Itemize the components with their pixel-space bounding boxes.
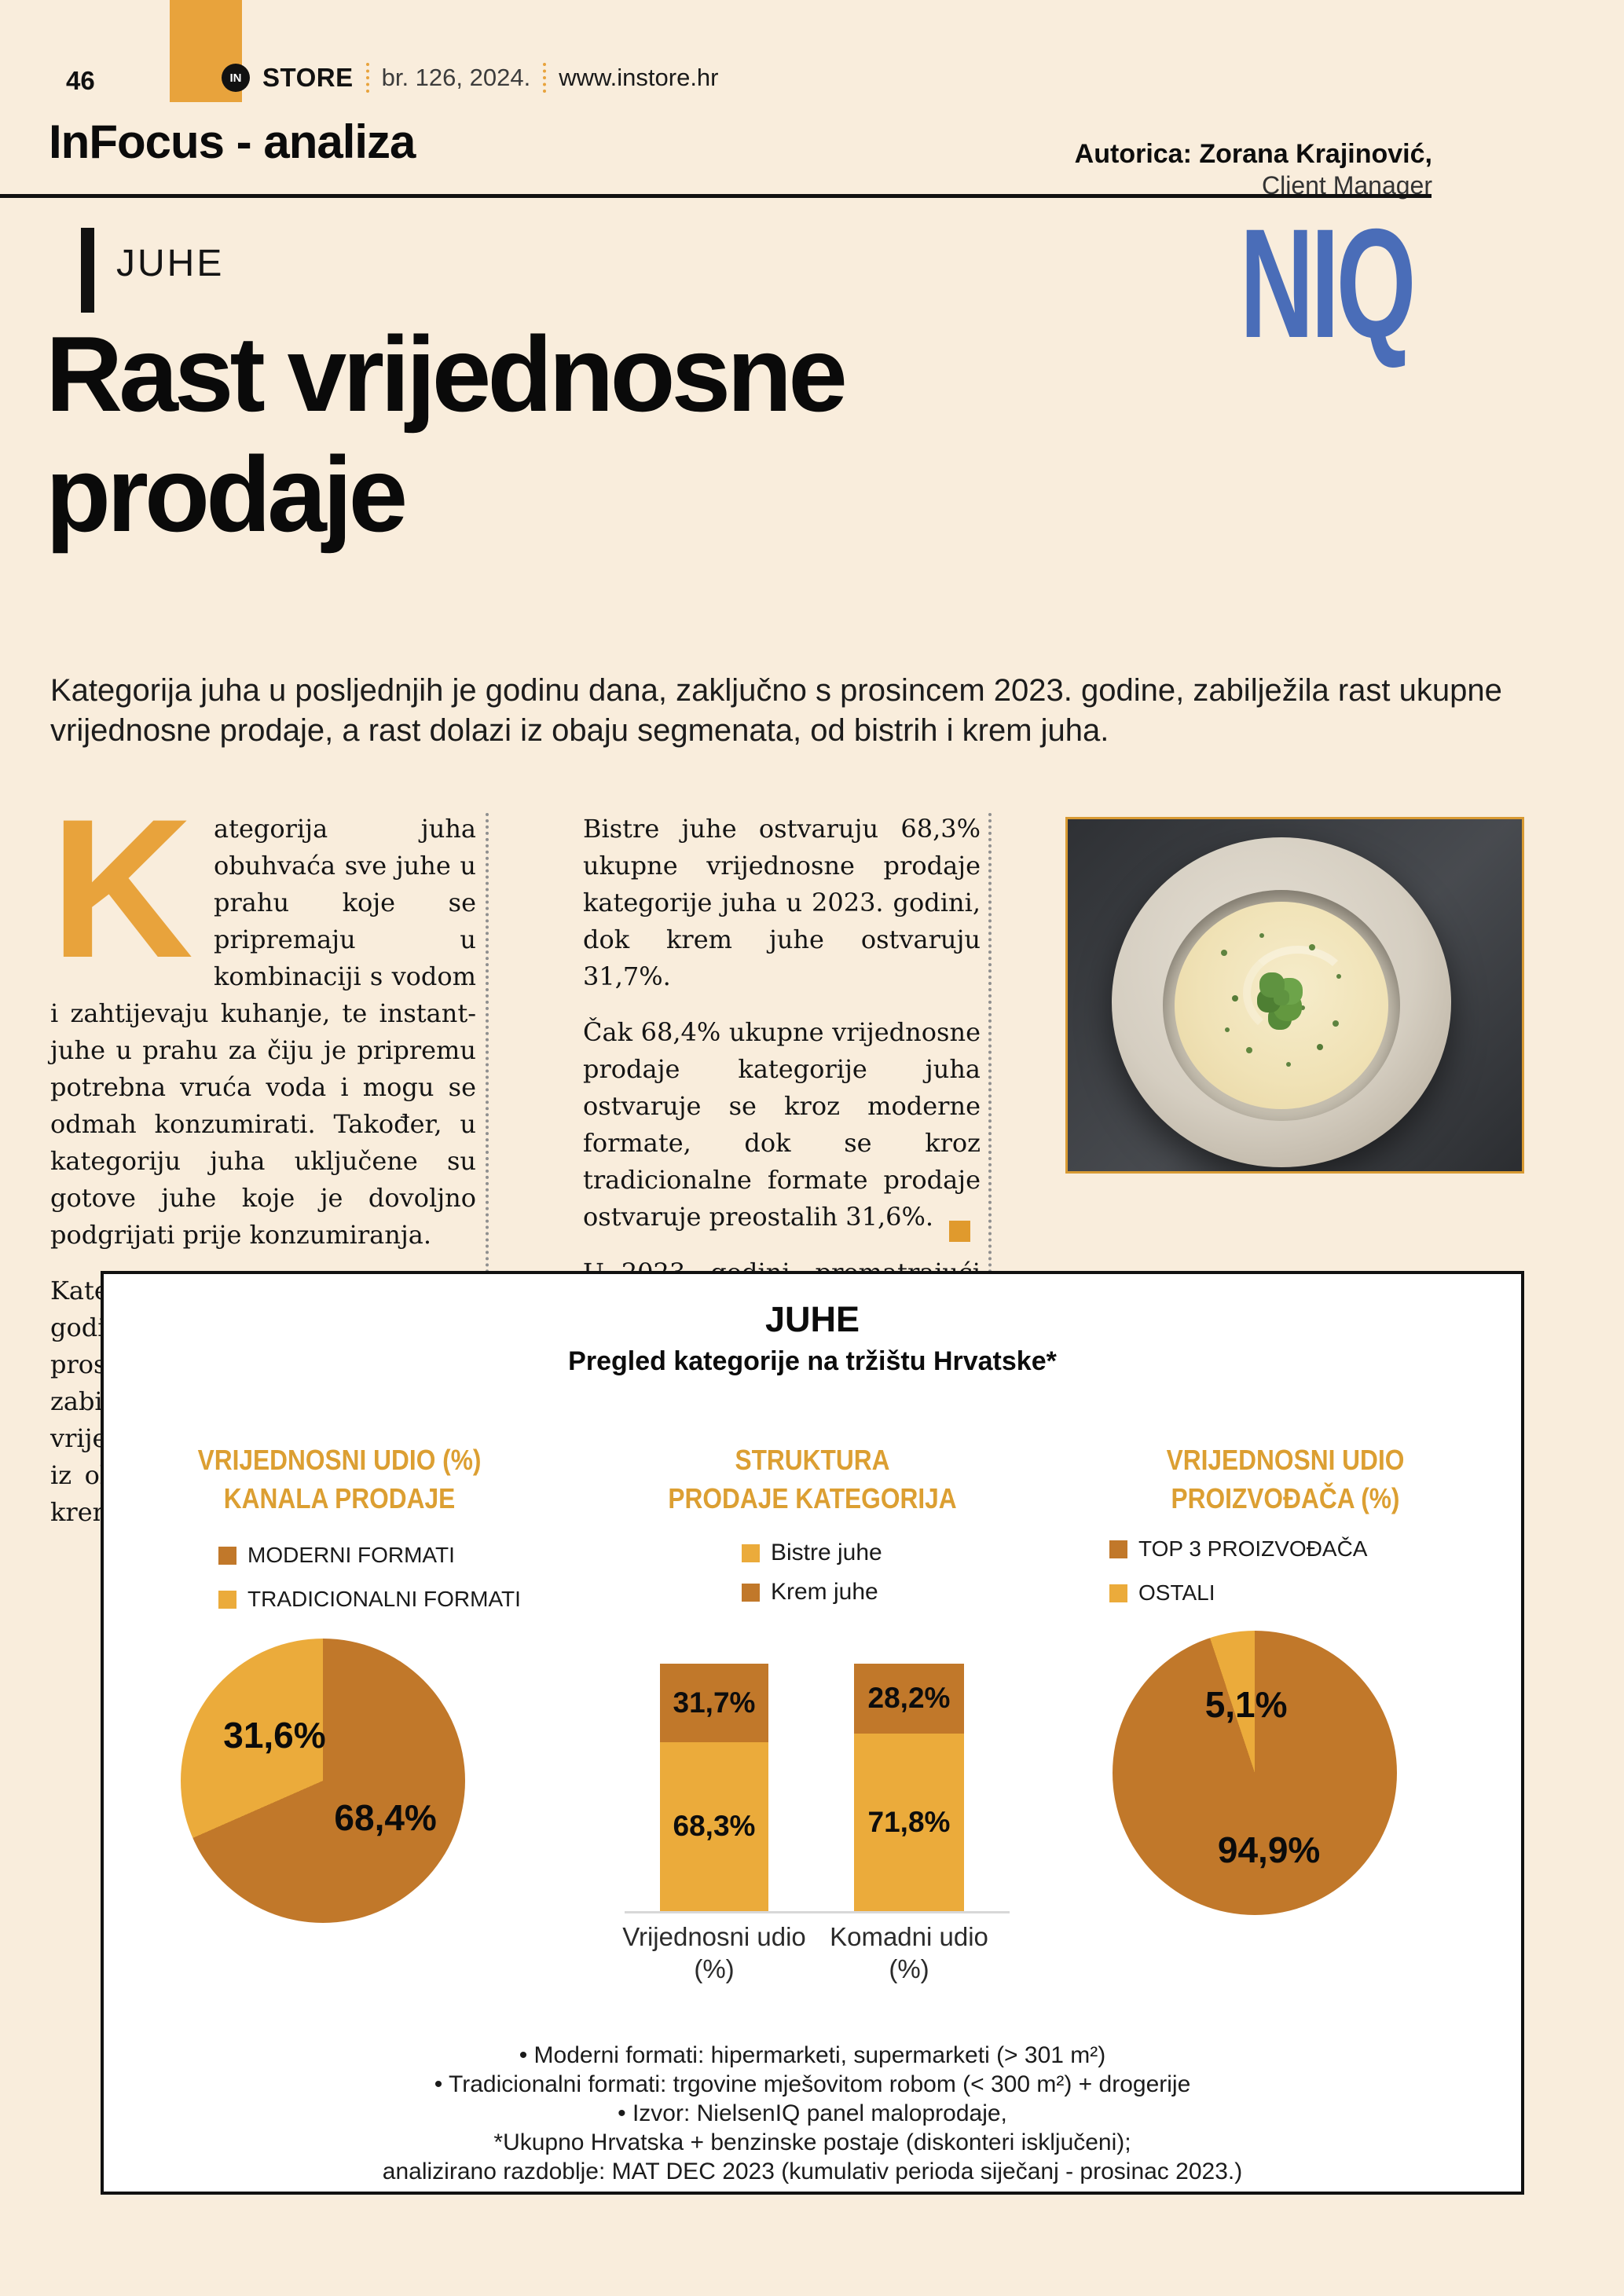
soup-swirl: [1243, 946, 1354, 1041]
bar-category-label: Vrijednosni udio (%): [622, 1922, 806, 1983]
legend-label: MODERNI FORMATI: [247, 1543, 455, 1567]
section-title: InFocus - analiza: [49, 115, 416, 168]
parsley-garnish: [1273, 990, 1289, 1006]
page-number: 46: [66, 66, 95, 95]
bar-baseline: [625, 1911, 1010, 1913]
herb-flecks: [1175, 902, 1179, 906]
legend-item: TOP 3 PROIZVOĐAČA: [1109, 1536, 1367, 1562]
footnote-line: • Tradicionalni formati: trgovine mješov…: [434, 2071, 1191, 2097]
bar-segment: 31,7%: [660, 1664, 768, 1742]
chart-title: VRIJEDNOSNI UDIO PROIZVOĐAČA (%): [1166, 1444, 1405, 1514]
legend-label: Bistre juhe: [771, 1540, 882, 1565]
legend-swatch-icon: [218, 1590, 236, 1609]
legend-swatch-icon: [1109, 1540, 1127, 1558]
column-divider: [988, 813, 992, 1280]
body-paragraph: Čak 68,4% ukupne vrijednosne prodaje kat…: [583, 1017, 981, 1232]
bar-column: 28,2% 71,8%: [854, 1664, 964, 1911]
niq-logo: NIQ: [1240, 196, 1416, 370]
footnote-line: *Ukupno Hrvatska + benzinske postaje (di…: [493, 2129, 1131, 2155]
header-rule: [0, 194, 1432, 198]
bar-category-label: Komadni udio (%): [830, 1922, 988, 1983]
instore-logo-text: STORE: [262, 63, 354, 92]
bar-segment: 28,2%: [854, 1664, 964, 1734]
author-name: Autorica: Zorana Krajinović,: [1074, 139, 1432, 169]
legend-swatch-icon: [742, 1543, 760, 1562]
body-text: ategorija juha obuhvaća sve juhe u prahu…: [50, 814, 476, 1250]
column-divider: [486, 813, 489, 1280]
chart-legend: MODERNI FORMATI TRADICIONALNI FORMATI: [218, 1543, 521, 1631]
legend-item: MODERNI FORMATI: [218, 1543, 521, 1568]
pie: 68,4% 31,6%: [181, 1639, 465, 1923]
legend-label: OSTALI: [1138, 1580, 1215, 1605]
legend-swatch-icon: [742, 1583, 760, 1602]
dropcap: K: [50, 778, 193, 999]
instore-logo-icon: IN: [222, 64, 250, 92]
issue-number: br. 126, 2024.: [381, 64, 531, 91]
legend-swatch-icon: [1109, 1584, 1127, 1602]
pie-value-label: 68,4%: [334, 1797, 437, 1839]
legend-label: TOP 3 PROIZVOĐAČA: [1138, 1536, 1368, 1561]
legend-swatch-icon: [218, 1546, 236, 1565]
plate: [1111, 837, 1451, 1167]
pie: 94,9% 5,1%: [1113, 1631, 1397, 1915]
legend-item: OSTALI: [1109, 1580, 1367, 1606]
soup-photo: [1065, 817, 1524, 1174]
footnote-line: • Moderni formati: hipermarketi, superma…: [519, 2042, 1106, 2068]
cream-soup: [1174, 902, 1388, 1110]
headline: Rast vrijednosne prodaje: [46, 314, 848, 554]
legend-item: Bistre juhe: [742, 1540, 882, 1566]
infographic-title: JUHE: [764, 1299, 860, 1339]
kicker: JUHE: [116, 243, 225, 284]
pie-value-label: 5,1%: [1204, 1684, 1288, 1726]
pie-value-label: 31,6%: [223, 1715, 326, 1756]
footnote-line: • Izvor: NielsenIQ panel maloprodaje,: [618, 2100, 1007, 2126]
chart-legend: TOP 3 PROIZVOĐAČA OSTALI: [1109, 1536, 1367, 1624]
kicker-bar: [81, 228, 94, 313]
chart-title: VRIJEDNOSNI UDIO (%) KANALA PRODAJE: [197, 1444, 482, 1514]
bar-segment: 68,3%: [660, 1741, 768, 1911]
chart-title: STRUKTURA PRODAJE KATEGORIJA: [668, 1444, 957, 1514]
legend-item: TRADICIONALNI FORMATI: [218, 1587, 521, 1612]
bar-segment: 71,8%: [854, 1733, 964, 1911]
legend-label: TRADICIONALNI FORMATI: [247, 1587, 521, 1611]
infographic-box: JUHE Pregled kategorije na tržištu Hrvat…: [101, 1271, 1524, 2195]
chart-legend: Bistre juhe Krem juhe: [742, 1540, 882, 1618]
legend-item: Krem juhe: [742, 1579, 882, 1606]
author-block: Autorica: Zorana Krajinović, Client Mana…: [1075, 138, 1432, 200]
lede: Kategorija juha u posljednjih je godinu …: [50, 673, 1502, 748]
masthead: IN STORE br. 126, 2024. www.instore.hr: [222, 63, 719, 93]
article-end-marker: [949, 1221, 970, 1242]
infographic-subtitle: Pregled kategorije na tržištu Hrvatske*: [568, 1346, 1057, 1376]
masthead-divider-icon: [543, 63, 547, 93]
legend-label: Krem juhe: [771, 1579, 878, 1605]
bar-column: 31,7% 68,3%: [660, 1664, 768, 1911]
footnotes: • Moderni formati: hipermarketi, superma…: [104, 2041, 1521, 2186]
body-paragraph: Bistre juhe ostvaruju 68,3% ukupne vrije…: [583, 814, 981, 991]
pie-value-label: 94,9%: [1217, 1829, 1321, 1870]
masthead-divider-icon: [365, 63, 369, 93]
website-url: www.instore.hr: [559, 64, 719, 91]
footnote-line: analizirano razdoblje: MAT DEC 2023 (kum…: [382, 2159, 1243, 2184]
